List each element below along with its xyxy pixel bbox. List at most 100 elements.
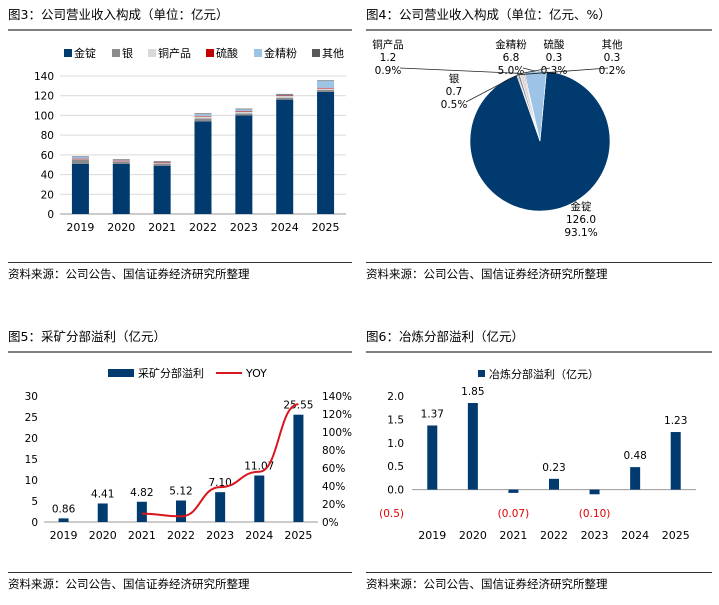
bar-value-label: 4.82	[130, 487, 153, 499]
figure-3-top-rule	[8, 29, 352, 31]
legend-swatch-5	[312, 49, 320, 57]
pie-label-name-2: 铜产品	[372, 38, 404, 51]
y-tick-label: 20	[41, 189, 54, 201]
x-tick-label: 2019	[50, 529, 78, 542]
pie-label-name-1: 银	[449, 72, 460, 85]
figure-3-panel: 图3：公司营业收入构成（单位：亿元） 金锭 银 铜产品 硫酸 金精粉 其他 0 20 40 60 8…	[8, 6, 352, 286]
y-tick-label: 1.0	[387, 438, 404, 450]
legend-label-1: 银	[122, 46, 133, 60]
bar-segment-2025-3	[317, 87, 335, 89]
x-tick-label: 2020	[459, 529, 487, 542]
pie-label-name-4: 金精粉	[495, 38, 527, 51]
x-tick-label: 2023	[230, 221, 258, 234]
y-tick-label: 140	[34, 71, 54, 83]
figure-6-top-rule	[366, 351, 712, 353]
bar-segment-2023-1	[235, 113, 253, 116]
figure-5-source: 资料来源：公司公告、国信证券经济研究所整理	[8, 577, 250, 591]
bar-segment-2024-5	[276, 93, 294, 95]
y-tick-label: 15	[25, 454, 38, 466]
legend-swatch-2	[148, 49, 156, 57]
y-tick-label: 1.5	[387, 414, 404, 426]
legend-label-bar: 采矿分部溢利	[138, 366, 204, 380]
bar-segment-2023-2	[235, 111, 253, 114]
figure-4-title: 图4：公司营业收入构成（单位：亿元、%）	[366, 7, 611, 22]
bar-value-label: 25.55	[283, 400, 313, 412]
pie-label-pct-0: 93.1%	[564, 227, 597, 239]
figure-5-title: 图5：采矿分部溢利（亿元）	[8, 329, 166, 344]
figure-3-bottom-rule	[8, 262, 352, 263]
x-tick-label: 2020	[89, 529, 117, 542]
bar-segment-2023-5	[235, 108, 253, 110]
pie-label-pct-4: 5.0%	[498, 65, 525, 77]
legend-swatch-4	[254, 49, 262, 57]
figure-4-panel: 图4：公司营业收入构成（单位：亿元、%） 金锭 126.0 93.1% 银 0.7 0.5…	[366, 6, 712, 286]
y-tick-label: 5	[31, 496, 38, 508]
y2-tick-label: 60%	[322, 463, 345, 475]
legend-swatch-0	[64, 49, 72, 57]
bar-segment-2020-0	[112, 163, 130, 214]
pie-label-pct-3: 0.3%	[541, 65, 568, 77]
legend-swatch-3	[206, 49, 214, 57]
y-tick-label: (0.5)	[379, 508, 404, 520]
bar-2025	[293, 414, 304, 522]
figure-5-chart: 采矿分部溢利 YOY0510152025300%20%40%60%80%100%1…	[25, 366, 352, 542]
bar-2020	[467, 403, 478, 490]
x-tick-label: 2021	[499, 529, 527, 542]
y-tick-label: 80	[41, 130, 54, 142]
figure-6-chart: 冶炼分部溢利（亿元） (0.5) 0.0 0.5 1.0 1.5 2.0 1.37 2019 1.…	[379, 367, 696, 542]
bar-2019	[427, 425, 438, 490]
legend-label-4: 金精粉	[264, 46, 297, 60]
bar-value-label: 4.41	[91, 488, 114, 500]
pie-leader-line-4	[522, 67, 536, 72]
bar-value-label: 0.86	[52, 503, 76, 515]
bar-segment-2023-4	[235, 109, 253, 112]
pie-label-pct-5: 0.2%	[599, 65, 626, 77]
y2-tick-label: 140%	[322, 391, 352, 403]
bar-segment-2019-1	[71, 159, 89, 164]
figure-6-panel: 图6：冶炼分部溢利（亿元） 冶炼分部溢利（亿元） (0.5) 0.0 0.5 1.0 1.…	[366, 328, 712, 598]
figure-4-bottom-rule	[366, 262, 712, 263]
bar-value-label: 1.37	[421, 408, 444, 420]
legend-label-3: 硫酸	[216, 46, 238, 60]
pie-leader-line-5	[517, 67, 609, 76]
legend-swatch	[478, 370, 485, 377]
y2-tick-label: 120%	[322, 409, 352, 421]
bar-segment-2025-2	[317, 88, 335, 90]
x-tick-label: 2025	[284, 529, 312, 542]
bar-segment-2021-0	[153, 165, 171, 214]
y-tick-label: 0	[47, 209, 54, 221]
x-tick-label: 2025	[662, 529, 690, 542]
x-tick-label: 2021	[128, 529, 156, 542]
bar-segment-2022-1	[194, 118, 212, 122]
bar-segment-2024-2	[276, 95, 294, 98]
bar-2022	[549, 478, 559, 490]
bar-segment-2022-3	[194, 115, 212, 117]
bar-2025	[670, 432, 681, 490]
pie-slice-0	[469, 70, 611, 212]
legend-label-0: 金锭	[74, 46, 96, 60]
bar-2024	[630, 467, 641, 490]
bar-value-label: (0.07)	[498, 508, 530, 520]
y-tick-label: 2.0	[387, 391, 404, 403]
figure-4-chart: 金锭126.093.1%银0.70.5%铜产品1.20.9%硫酸0.30.3%金…	[372, 38, 626, 239]
bar-2022	[176, 500, 186, 522]
figure-5-bottom-rule	[8, 572, 352, 573]
bar-segment-2025-1	[317, 89, 335, 92]
pie-leader-line-3	[523, 67, 551, 74]
pie-label-name-5: 其他	[602, 38, 623, 51]
legend-swatch-bar	[108, 369, 134, 377]
y-tick-label: 0.5	[387, 461, 404, 473]
bar-segment-2021-3	[153, 162, 171, 164]
bar-2021	[508, 489, 519, 493]
x-tick-label: 2019	[418, 529, 446, 542]
x-tick-label: 2024	[245, 529, 273, 542]
pie-label-value-0: 126.0	[566, 214, 596, 226]
bar-segment-2024-0	[276, 99, 294, 214]
bar-segment-2023-3	[235, 111, 253, 112]
bar-value-label: 0.23	[542, 462, 565, 474]
bar-value-label: 11.07	[244, 461, 274, 473]
bar-segment-2020-4	[112, 159, 130, 161]
y-tick-label: 40	[41, 170, 54, 182]
y2-tick-label: 80%	[322, 445, 345, 457]
figure-5-top-rule	[8, 351, 352, 353]
